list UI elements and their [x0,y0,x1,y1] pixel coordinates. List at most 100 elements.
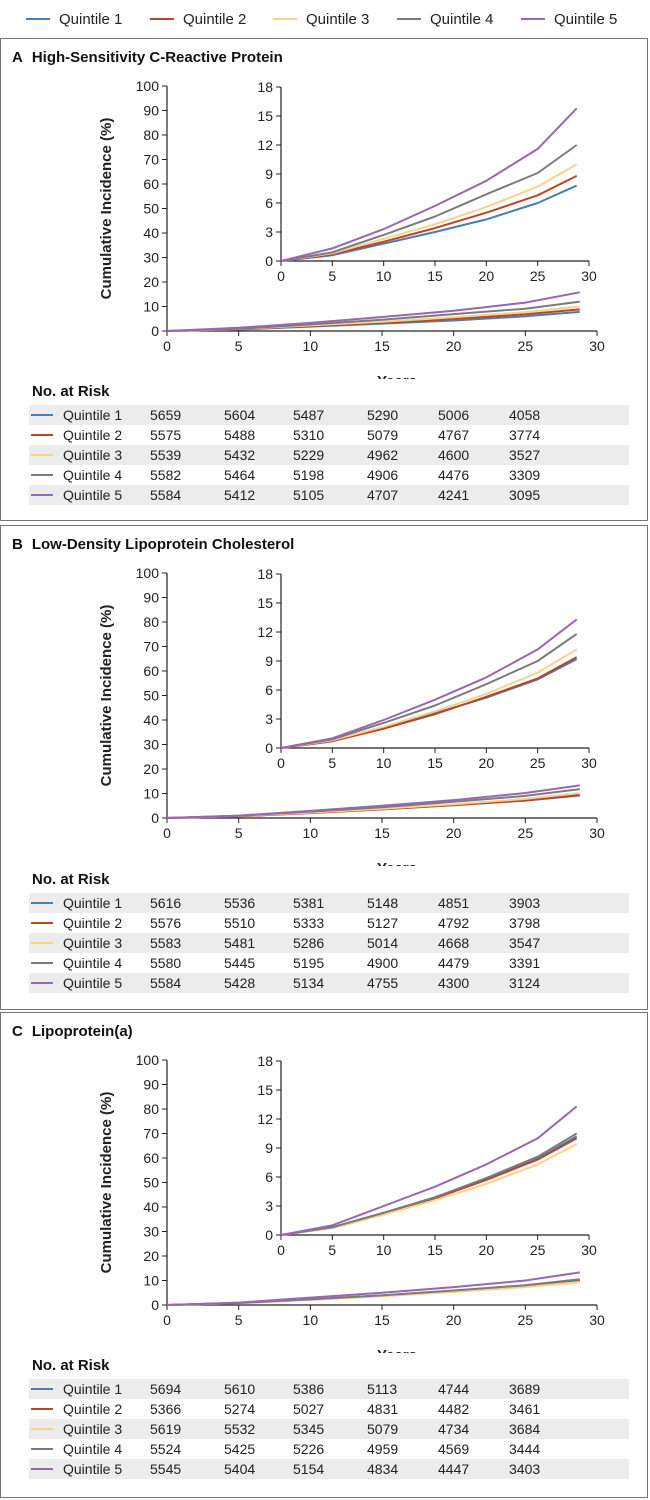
inset-plot: 0 3 6 9 12 15 18 0 5 10 15 20 25 30 [257,79,597,284]
risk-row-label: Quintile 5 [63,1461,123,1477]
risk-row: Quintile 5 5584 5412 5105 4707 4241 3095 [29,485,629,505]
x-tick-label: 0 [163,825,171,841]
risk-row-swatch [31,1468,53,1470]
risk-row-swatch [31,1448,53,1450]
x-tick-label: 5 [235,1312,243,1328]
y-tick-label: 20 [143,761,159,777]
x-tick-label: 30 [589,338,605,354]
y-tick-label: 100 [136,78,160,94]
x-tick-label: 25 [530,1242,546,1258]
risk-row-swatch [31,434,53,436]
risk-row-swatch [31,454,53,456]
series-line [166,291,580,332]
risk-cell: 5226 [293,1441,325,1457]
risk-cell: 3124 [509,975,541,991]
x-tick-label: 25 [518,825,534,841]
risk-row-swatch [31,942,53,944]
inset-series-line [280,144,578,262]
risk-cell: 5412 [224,487,256,503]
risk-cell: 5532 [224,1421,256,1437]
risk-cell: 5575 [150,427,182,443]
risk-cell: 4482 [438,1401,470,1417]
risk-row: Quintile 1 5694 5610 5386 5113 4744 3689 [29,1379,629,1399]
y-tick-label: 60 [143,1150,159,1166]
inset-plot: 0 3 6 9 12 15 18 0 5 10 15 20 25 30 [257,566,597,771]
risk-cell: 5381 [293,895,325,911]
risk-row-label: Quintile 1 [63,407,123,423]
x-tick-label: 30 [581,1242,597,1258]
risk-row: Quintile 2 5575 5488 5310 5079 4767 3774 [29,425,629,445]
risk-cell: 5290 [367,407,399,423]
risk-row-label: Quintile 1 [63,1381,123,1397]
risk-row-swatch [31,922,53,924]
risk-cell: 3461 [509,1401,541,1417]
risk-cell: 5198 [293,467,325,483]
inset-series-line [280,1105,578,1236]
panel-title-text: Lipoprotein(a) [31,1023,133,1040]
risk-row-label: Quintile 3 [63,447,123,463]
legend-label: Quintile 4 [430,10,494,28]
risk-cell: 3689 [509,1381,541,1397]
risk-cell: 5481 [224,935,256,951]
risk-cell: 4834 [367,1461,399,1477]
y-tick-label: 100 [136,565,160,581]
risk-cell: 3684 [509,1421,541,1437]
risk-cell: 5659 [150,407,182,423]
x-tick-label: 5 [328,1242,336,1258]
y-tick-label: 9 [265,653,273,669]
y-tick-label: 80 [143,127,159,143]
risk-cell: 4959 [367,1441,399,1457]
risk-row-label: Quintile 4 [63,955,123,971]
risk-cell: 5584 [150,487,182,503]
risk-cell: 5105 [293,487,325,503]
panel-letter: A [12,49,23,66]
risk-row: Quintile 4 5582 5464 5198 4906 4476 3309 [29,465,629,485]
risk-cell: 4300 [438,975,470,991]
legend: Quintile 1 Quintile 2 Quintile 3 Quintil… [0,0,650,38]
y-tick-label: 9 [265,1140,273,1156]
risk-cell: 5487 [293,407,325,423]
y-tick-label: 6 [265,195,273,211]
risk-cell: 3095 [509,487,541,503]
x-tick-label: 20 [479,1242,495,1258]
y-tick-label: 6 [265,1169,273,1185]
risk-row-swatch [31,962,53,964]
risk-cell: 5386 [293,1381,325,1397]
y-tick-label: 10 [143,786,159,802]
risk-row: Quintile 3 5583 5481 5286 5014 4668 3547 [29,933,629,953]
inset-series-line [280,107,578,262]
risk-cell: 5134 [293,975,325,991]
risk-cell: 4668 [438,935,470,951]
risk-cell: 5425 [224,1441,256,1457]
risk-row: Quintile 1 5659 5604 5487 5290 5006 4058 [29,405,629,425]
risk-row-swatch [31,1428,53,1430]
risk-row-label: Quintile 3 [63,935,123,951]
risk-cell: 3309 [509,467,541,483]
inset-series-line [280,1132,578,1236]
risk-cell: 5445 [224,955,256,971]
x-axis-label: Years [377,1347,417,1353]
panel-title-text: High-Sensitivity C-Reactive Protein [31,49,283,66]
y-tick-label: 18 [257,79,273,95]
risk-cell: 3547 [509,935,541,951]
y-tick-label: 80 [143,1101,159,1117]
risk-row-label: Quintile 2 [63,427,123,443]
x-tick-label: 15 [374,825,390,841]
x-tick-label: 0 [277,755,285,771]
risk-cell: 3403 [509,1461,541,1477]
y-tick-label: 20 [143,1248,159,1264]
y-tick-label: 9 [265,166,273,182]
x-tick-label: 20 [446,338,462,354]
risk-cell: 4241 [438,487,470,503]
risk-row: Quintile 4 5524 5425 5226 4959 4569 3444 [29,1439,629,1459]
y-tick-label: 30 [143,1224,159,1240]
risk-cell: 5545 [150,1461,182,1477]
x-tick-label: 15 [374,1312,390,1328]
legend-swatch [521,18,545,20]
risk-cell: 4479 [438,955,470,971]
x-tick-label: 30 [589,1312,605,1328]
legend-item: Quintile 3 [273,9,369,29]
y-tick-label: 60 [143,176,159,192]
x-tick-label: 20 [446,1312,462,1328]
